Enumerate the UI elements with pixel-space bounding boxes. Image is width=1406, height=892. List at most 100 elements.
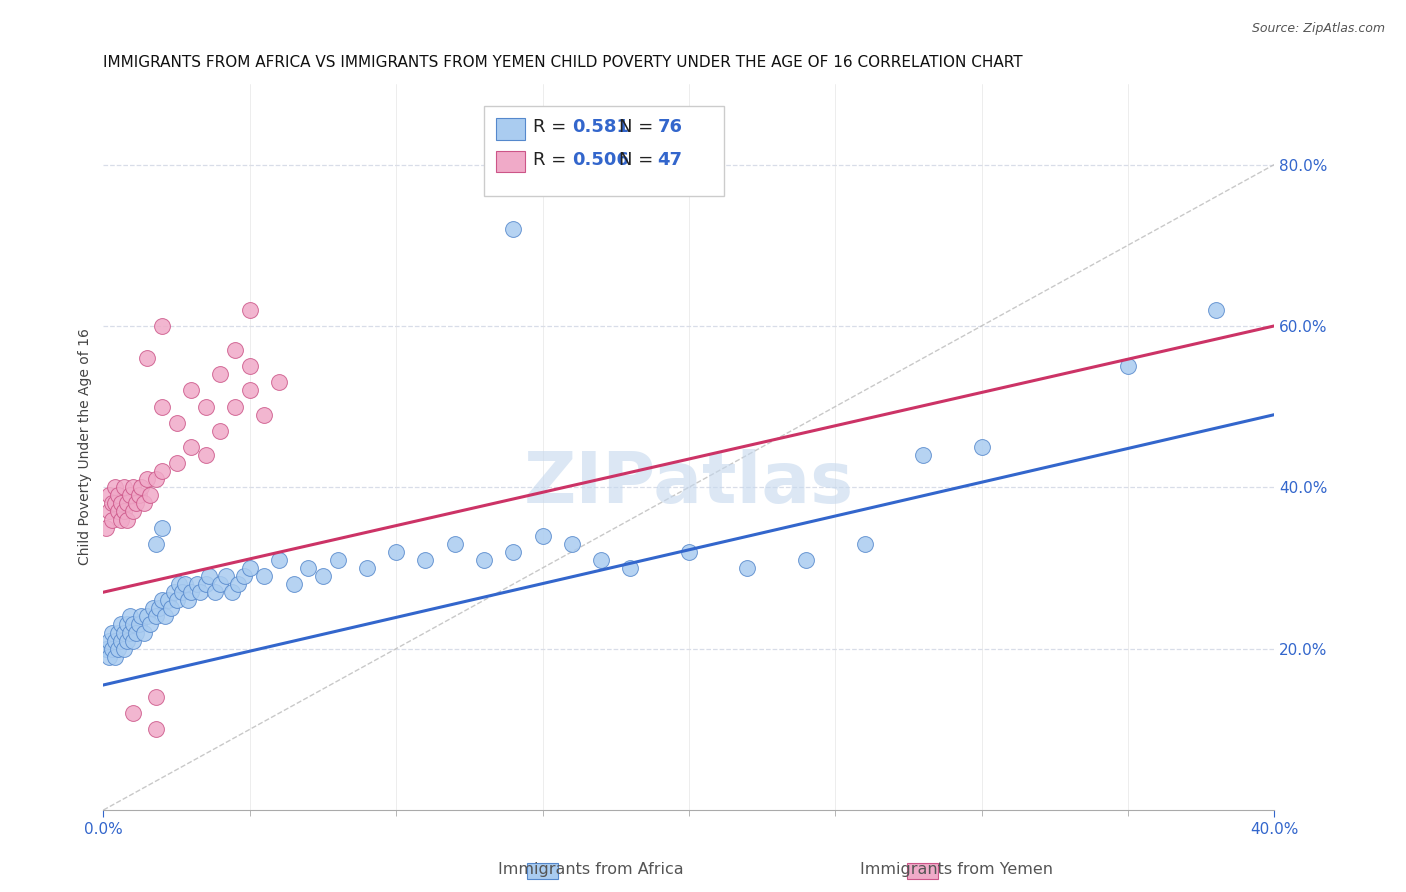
Point [115, 496, 138, 510]
Point [472, 553, 495, 567]
Point [162, 585, 184, 599]
FancyBboxPatch shape [484, 105, 724, 196]
Point [118, 488, 141, 502]
Point [150, 400, 173, 414]
Point [356, 561, 378, 575]
Point [131, 480, 153, 494]
Point [115, 617, 138, 632]
Point [186, 577, 208, 591]
Point [98, 504, 121, 518]
Point [678, 545, 700, 559]
Point [98, 649, 121, 664]
Text: R =: R = [533, 151, 572, 169]
Bar [496, 118, 524, 140]
Point [589, 553, 612, 567]
Text: N =: N = [619, 151, 658, 169]
Text: 0.581: 0.581 [572, 119, 628, 136]
Point [150, 593, 173, 607]
Point [197, 569, 219, 583]
Point [156, 593, 179, 607]
Point [145, 690, 167, 704]
Point [101, 625, 124, 640]
Point [180, 440, 202, 454]
Text: N =: N = [619, 119, 658, 136]
Point [232, 569, 254, 583]
Point [110, 496, 132, 510]
Point [619, 561, 641, 575]
Point [134, 625, 156, 640]
Point [1116, 359, 1139, 374]
Point [107, 625, 129, 640]
Point [124, 625, 146, 640]
Point [145, 537, 167, 551]
Point [104, 649, 127, 664]
Point [110, 512, 132, 526]
Point [312, 569, 335, 583]
Point [502, 545, 524, 559]
Point [104, 496, 127, 510]
Point [128, 617, 150, 632]
Point [121, 480, 143, 494]
Point [118, 609, 141, 624]
Point [267, 376, 290, 390]
Point [121, 706, 143, 721]
Point [118, 625, 141, 640]
Text: Immigrants from Africa: Immigrants from Africa [498, 863, 683, 877]
Text: 47: 47 [657, 151, 682, 169]
Point [115, 512, 138, 526]
Point [131, 609, 153, 624]
Point [110, 633, 132, 648]
Point [209, 577, 232, 591]
Point [107, 641, 129, 656]
Point [139, 488, 162, 502]
Point [253, 569, 276, 583]
Point [98, 488, 121, 502]
Point [912, 448, 935, 462]
Point [180, 585, 202, 599]
Point [970, 440, 993, 454]
Text: R =: R = [533, 119, 572, 136]
Point [239, 384, 262, 398]
Point [98, 633, 121, 648]
Text: 0.506: 0.506 [572, 151, 628, 169]
Point [737, 561, 759, 575]
Point [443, 537, 465, 551]
Point [239, 561, 262, 575]
Text: 76: 76 [657, 119, 682, 136]
Point [96, 641, 118, 656]
Bar [496, 151, 524, 172]
Point [148, 601, 170, 615]
Point [209, 424, 232, 438]
Point [531, 529, 554, 543]
Point [145, 609, 167, 624]
Point [101, 512, 124, 526]
Point [96, 521, 118, 535]
Point [283, 577, 305, 591]
Point [194, 577, 217, 591]
Point [150, 521, 173, 535]
Point [172, 585, 194, 599]
Point [226, 577, 249, 591]
Text: Source: ZipAtlas.com: Source: ZipAtlas.com [1251, 22, 1385, 36]
Point [101, 496, 124, 510]
Point [1205, 302, 1227, 317]
Point [107, 504, 129, 518]
Point [194, 448, 217, 462]
Point [221, 585, 243, 599]
Point [139, 617, 162, 632]
Point [166, 456, 188, 470]
Point [561, 537, 583, 551]
Point [121, 633, 143, 648]
Point [188, 585, 211, 599]
Point [166, 416, 188, 430]
Y-axis label: Child Poverty Under the Age of 16: Child Poverty Under the Age of 16 [79, 328, 93, 566]
Point [145, 472, 167, 486]
Point [150, 318, 173, 333]
Point [385, 545, 408, 559]
Point [326, 553, 349, 567]
Point [267, 553, 290, 567]
Text: Immigrants from Yemen: Immigrants from Yemen [859, 863, 1053, 877]
Point [142, 601, 165, 615]
Point [104, 633, 127, 648]
Point [253, 408, 276, 422]
